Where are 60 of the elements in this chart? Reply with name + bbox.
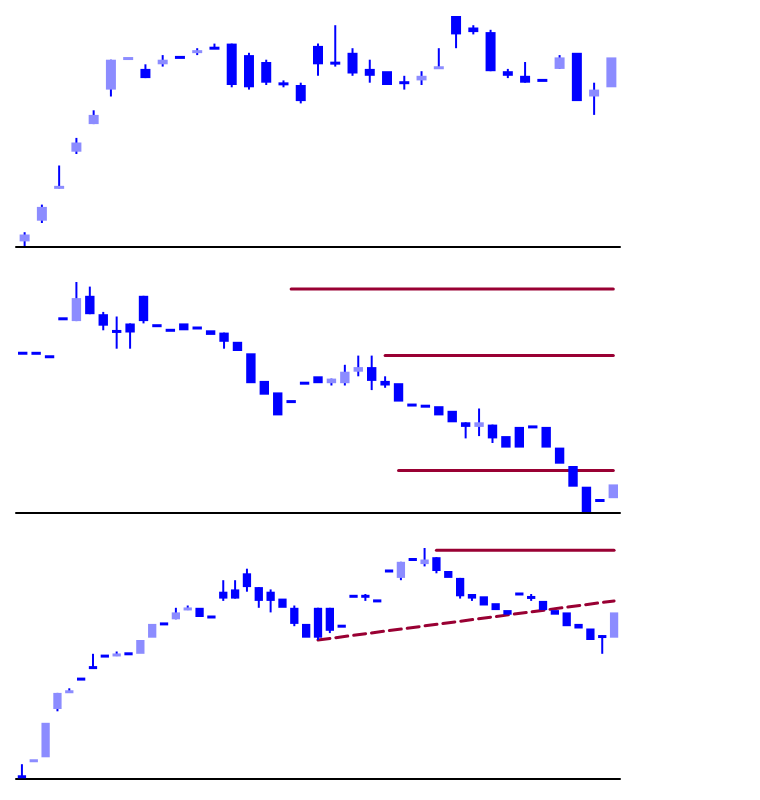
candlestick (259, 380, 270, 395)
candlestick (485, 28, 496, 73)
candlestick (54, 164, 65, 190)
candlestick (138, 294, 149, 325)
candlestick (246, 353, 256, 384)
candlestick (447, 410, 457, 423)
candlestick (491, 603, 500, 611)
candlestick (219, 579, 228, 602)
candlestick (347, 47, 358, 77)
candlestick (541, 426, 551, 448)
candlestick (232, 341, 243, 351)
candlestick (608, 484, 618, 499)
candlestick (136, 640, 145, 654)
candlestick (434, 406, 444, 416)
candlestick (98, 310, 108, 332)
candlestick (148, 623, 157, 638)
candlestick (433, 47, 444, 70)
candlestick (366, 354, 377, 392)
candlestick (313, 42, 323, 77)
candlestick (243, 51, 254, 91)
candlestick (313, 606, 323, 641)
candlestick (105, 58, 116, 98)
candlestick (393, 383, 404, 402)
candlestick (538, 600, 548, 611)
candlestick (325, 606, 334, 635)
candlestick (330, 24, 341, 68)
candlestick (295, 81, 306, 105)
candlestick (36, 203, 47, 224)
candlestick (554, 447, 565, 464)
candlestick (581, 486, 592, 512)
candlestick (479, 596, 488, 606)
candlestick (501, 436, 511, 448)
candlestick (230, 579, 240, 600)
candlestick (364, 58, 375, 84)
candlestick (179, 323, 189, 331)
candlestick (290, 604, 299, 628)
candlestick (125, 322, 135, 350)
candlestick (242, 567, 252, 593)
candlestick (302, 623, 311, 638)
candlestick (609, 612, 619, 638)
candlestick (85, 285, 95, 316)
candlestick (340, 363, 350, 387)
candlestick (261, 58, 272, 86)
candlestick (111, 315, 122, 350)
candlestick (273, 392, 283, 416)
candlestick (606, 57, 617, 88)
candlestick (71, 281, 82, 323)
candlestick (451, 15, 462, 50)
candlestick (474, 407, 484, 438)
candlestick (571, 52, 582, 102)
candlestick (41, 722, 50, 758)
candlestick (514, 426, 525, 448)
candlestick (382, 71, 393, 85)
candlestick (444, 571, 453, 578)
candlestick (313, 376, 323, 384)
candlestick (568, 466, 578, 487)
candlestick (353, 354, 363, 378)
candlestick (589, 81, 600, 116)
candlestick (520, 61, 531, 84)
candlestick (226, 42, 237, 89)
